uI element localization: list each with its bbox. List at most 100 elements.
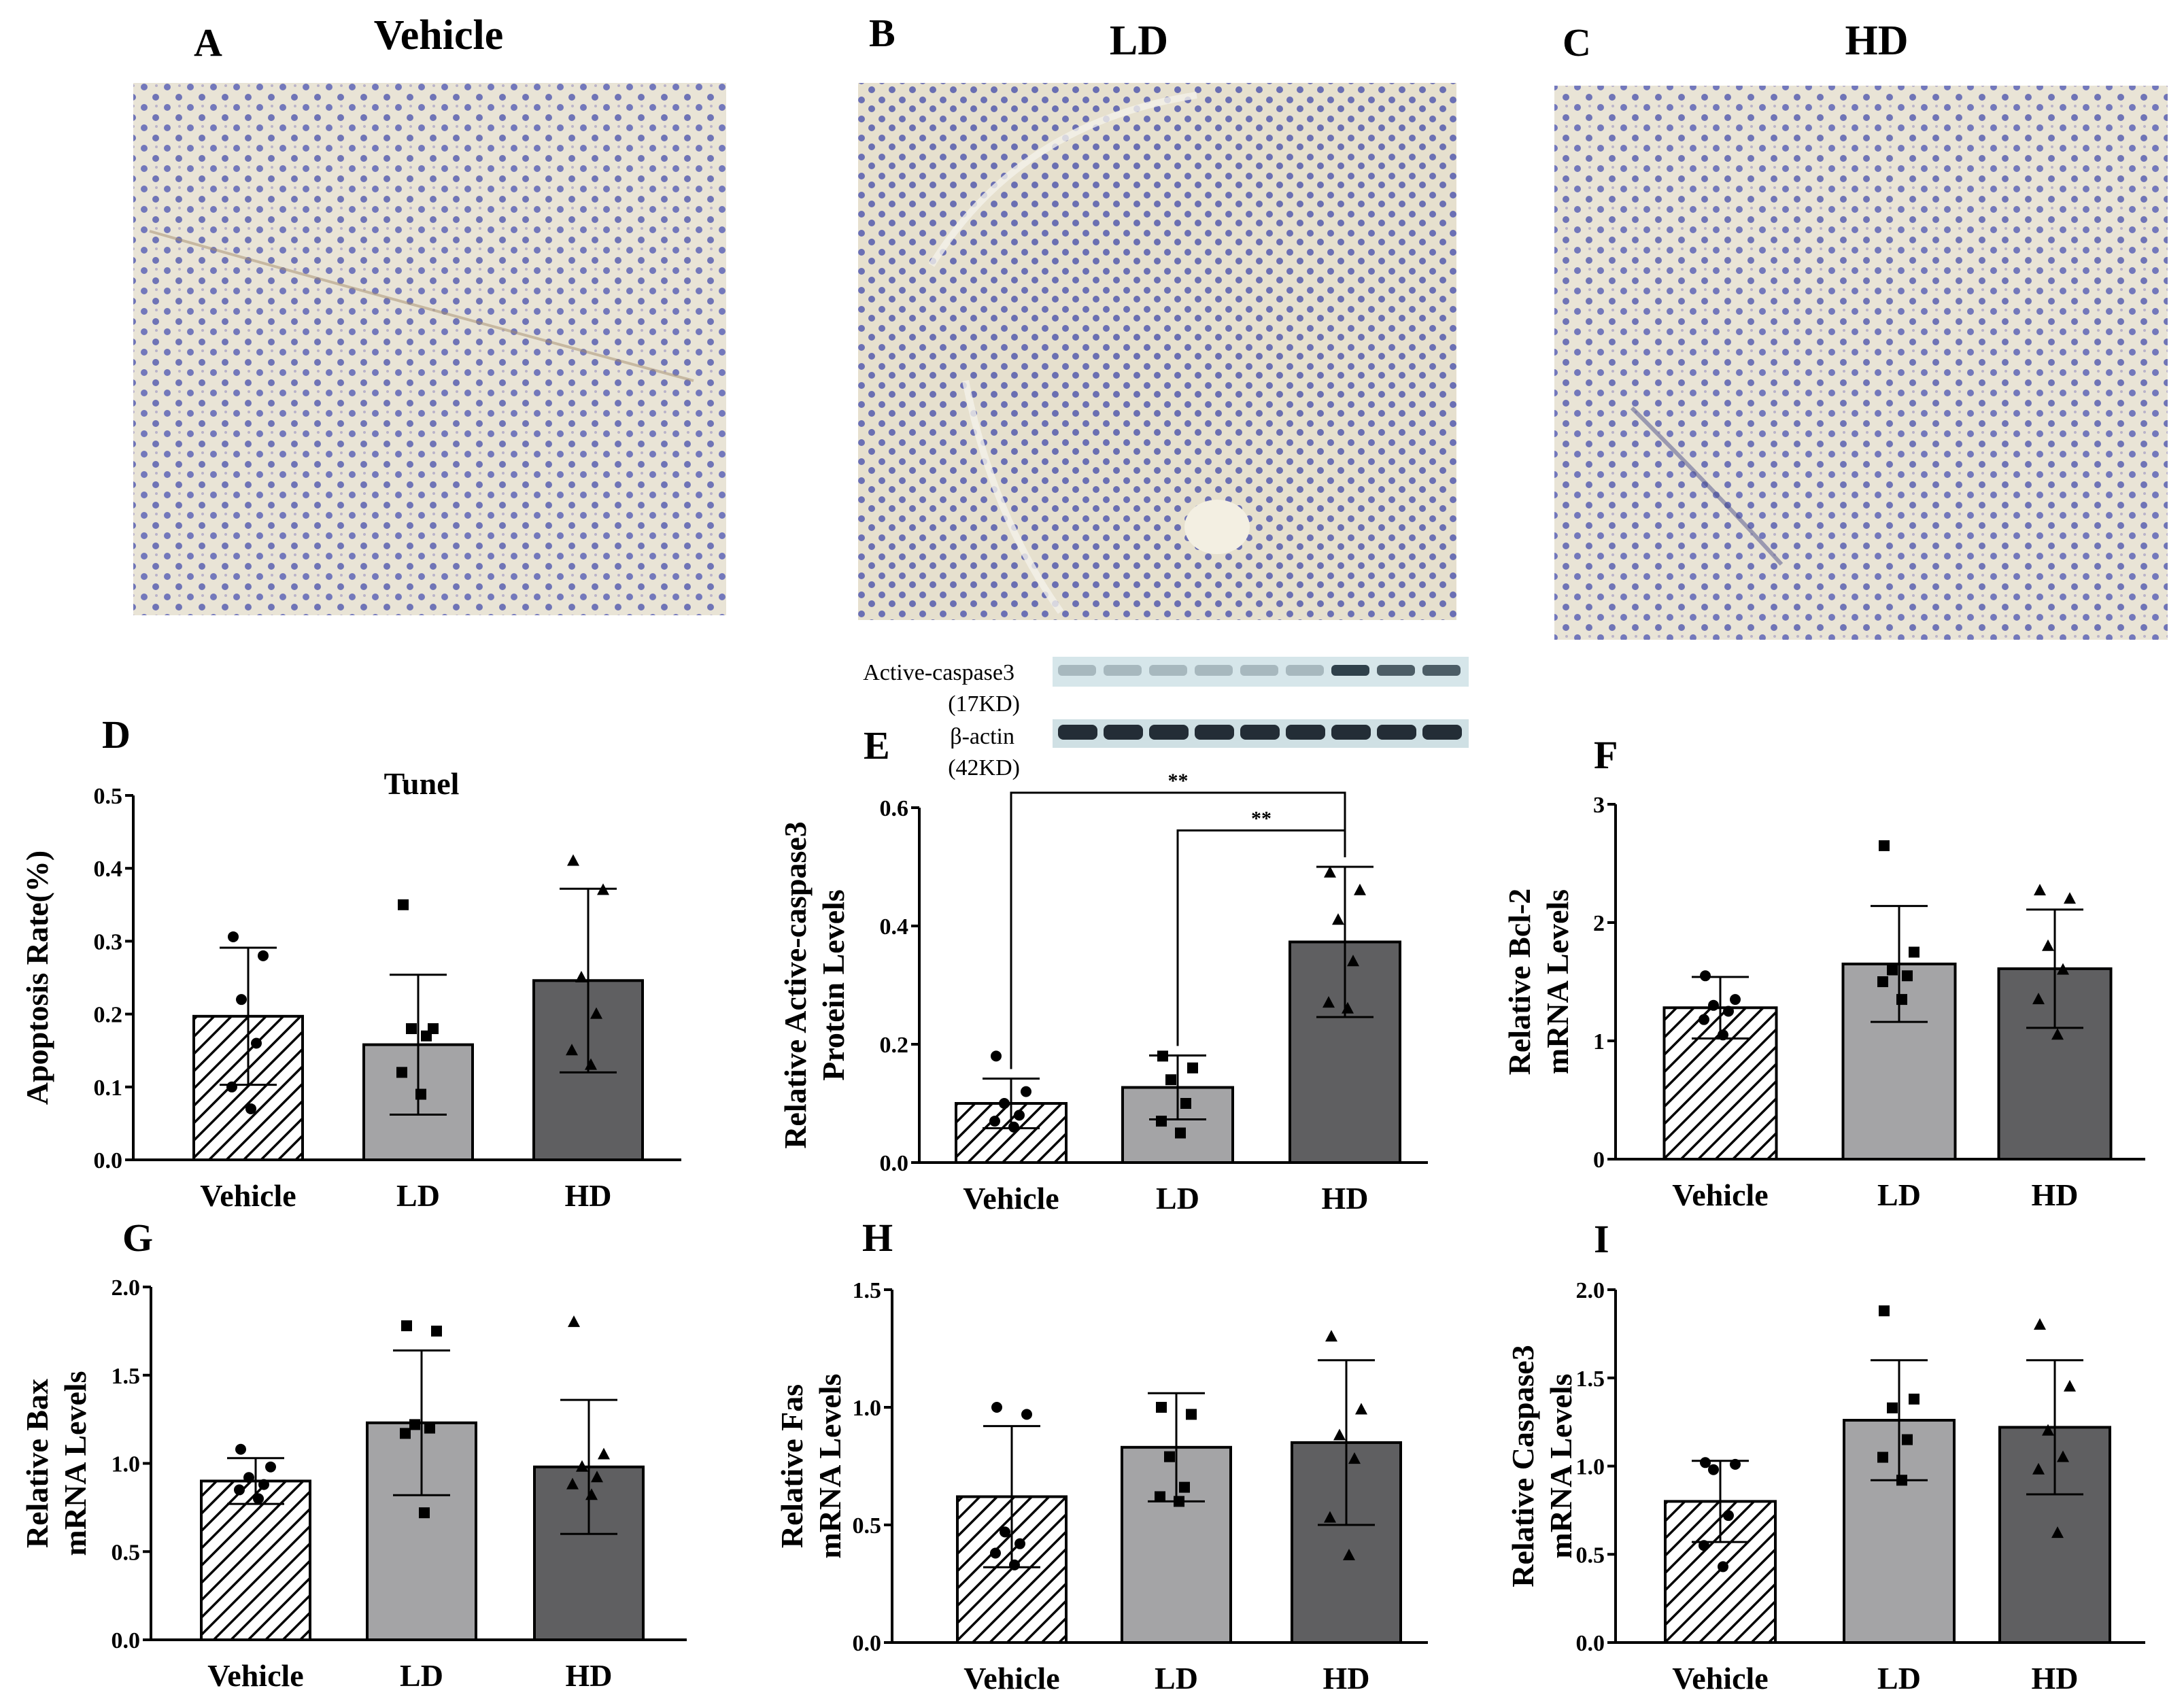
x-tick-label-ld: LD [396,1178,440,1213]
data-point [424,1422,435,1434]
data-point [1877,1451,1888,1463]
data-point [1896,1475,1907,1486]
data-point [1009,1559,1020,1570]
panel-label-b: B [869,11,895,55]
panel-label-h: H [862,1216,893,1260]
y-tick-label: 0.5 [112,1540,141,1565]
blot-band-caspase3 [1149,665,1187,676]
data-point [1896,994,1907,1006]
x-tick-label-vehicle: Vehicle [1672,1178,1768,1212]
data-point [1718,1561,1728,1573]
data-point [1343,1548,1355,1560]
data-point [1354,883,1366,895]
x-tick-label-vehicle: Vehicle [963,1661,1059,1696]
blot-band-actin [1331,725,1371,740]
y-tick-label: 0.4 [880,914,909,940]
x-tick-label-hd: HD [1322,1181,1369,1216]
data-point [1165,1074,1176,1086]
y-tick-label: 0.0 [880,1151,909,1176]
x-tick-label-hd: HD [565,1178,612,1213]
significance-bracket [1176,829,1346,1046]
y-tick-label: 0 [1593,1148,1605,1173]
y-tick-label: 0.2 [94,1003,123,1028]
panel-label-i: I [1594,1217,1609,1261]
x-tick-label-vehicle: Vehicle [963,1181,1059,1216]
data-point [1347,955,1359,967]
data-point [1324,1511,1336,1523]
data-point [2034,1318,2046,1330]
y-tick-label: 0.0 [112,1628,141,1653]
data-point [575,971,587,982]
septum-streak-3 [1630,406,1784,566]
x-tick-label-ld: LD [1877,1178,1921,1212]
data-point [2057,1450,2069,1462]
y-axis-label-g: mRNA Levels [58,1371,92,1556]
bar-vehicle [200,1479,311,1641]
x-tick-label-ld: LD [400,1658,443,1693]
micrograph-title-vehicle: Vehicle [374,12,504,58]
y-tick-label: 0.4 [94,857,123,882]
data-point [1708,1464,1719,1475]
y-axis-label-d: Apoptosis Rate(%) [20,850,54,1105]
data-point [2034,884,2046,896]
data-point [1174,1496,1184,1507]
blot-band-actin [1286,725,1325,740]
blot-band-actin [1377,725,1416,740]
y-tick-label: 1.5 [853,1278,882,1303]
data-point [1887,964,1898,976]
data-point [1708,999,1719,1011]
data-point [598,1447,610,1460]
y-tick-label: 0.1 [94,1076,123,1101]
data-point [1164,1451,1175,1462]
significance-bracket [1010,791,1346,1069]
data-point [401,1320,412,1332]
data-point [567,854,579,866]
y-tick-label: 2.0 [1576,1278,1605,1303]
blot-size-caspase3: (17KD) [948,691,1020,717]
data-point [1342,1001,1354,1014]
y-axis-label-i: Relative Caspase3 [1505,1345,1540,1587]
blot-band-caspase3 [1058,665,1096,676]
data-point [228,931,239,942]
data-point [1175,1127,1186,1139]
data-point [265,1461,276,1473]
data-point [1902,970,1913,982]
data-point [396,1067,407,1078]
panel-label-e: E [864,723,890,768]
y-tick-label: 1.0 [853,1396,882,1421]
blot-band-caspase3 [1286,665,1324,676]
data-point [566,1044,578,1056]
y-tick-label: 0.5 [1576,1543,1605,1568]
data-point [2064,1379,2076,1392]
septum-streak [928,92,1197,267]
y-tick-label: 0.0 [94,1148,123,1173]
x-tick-label-vehicle: Vehicle [200,1178,296,1213]
x-tick-label-ld: LD [1156,1181,1199,1216]
blot-band-caspase3 [1195,665,1233,676]
data-point [1909,1393,1919,1405]
chart-panel-d: D Tunel 0.0 0.1 0.2 0.3 0.4 0.5 Apoptosis Rate(%… [20,712,681,1213]
data-point [258,1479,269,1490]
data-point [1157,1050,1168,1062]
data-point [419,1507,430,1519]
chart-title-d: Tunel [384,766,460,801]
data-point [226,1081,237,1093]
data-point [253,1493,264,1505]
data-point [585,1488,598,1500]
data-point [2042,1424,2054,1436]
data-point [1718,1029,1728,1041]
data-point [2057,963,2069,975]
data-point [590,1007,602,1019]
data-point [2051,1028,2064,1040]
significance-label: ** [1251,808,1272,830]
data-point [1700,970,1711,982]
y-axis-label-g: Relative Bax [20,1379,54,1548]
data-point [1021,1409,1032,1420]
data-point [1730,1458,1741,1470]
data-point [1186,1409,1197,1420]
bar-vehicle [1664,1500,1777,1644]
y-axis-label-i: mRNA Levels [1543,1373,1578,1558]
x-tick-label-hd: HD [566,1658,613,1693]
panel-label-d: D [102,712,131,757]
